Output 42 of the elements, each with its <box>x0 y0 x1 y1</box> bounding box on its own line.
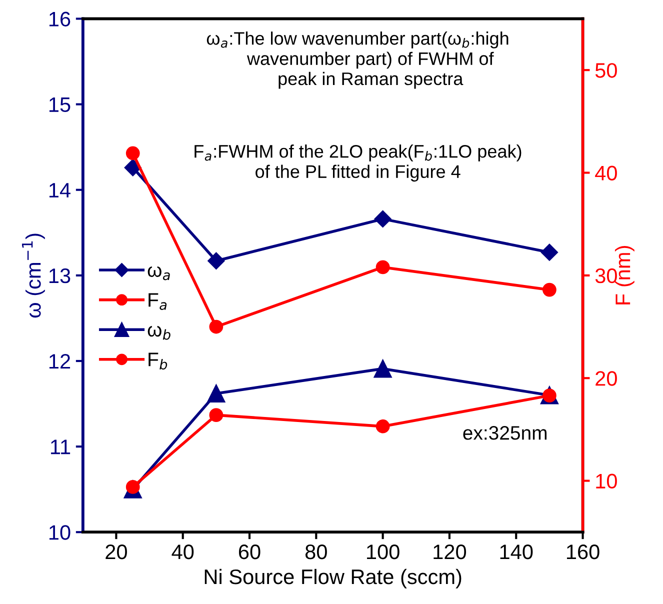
y-tick-label: 13 <box>49 268 70 284</box>
x-tick-label: 160 <box>566 544 600 560</box>
annotation: ω$_{a}$:The low wavenumber part(ω$_{b}$:high wavenumber part) of FWHM of peak in Raman spectra <box>206 32 508 89</box>
x-tick-label: 100 <box>367 544 400 560</box>
y-tick-label: 14 <box>49 183 70 198</box>
legend-label: ω$_{a}$ <box>148 266 170 280</box>
x-tick-label: 20 <box>106 544 127 560</box>
annotation: F$_{a}$:FWHM of the 2LO peak(F$_{b}$:1LO peak) of the PL fitted in Figure 4 <box>194 144 522 182</box>
y-tick-label: 12 <box>49 354 70 369</box>
point <box>542 282 556 297</box>
y2-axis-title: F (nm) <box>614 246 634 304</box>
legend-label: ω$_{b}$ <box>148 326 170 340</box>
x-tick-label: 140 <box>500 544 533 560</box>
y-tick-label: 11 <box>51 440 70 454</box>
point <box>209 320 224 334</box>
point <box>374 360 392 378</box>
legend-label: F$_{a}$ <box>148 293 167 310</box>
point <box>209 408 224 422</box>
point <box>374 210 392 228</box>
annotation: ex:325nm <box>463 426 547 440</box>
point <box>207 384 226 403</box>
x-axis-title: Ni Source Flow Rate (sccm) <box>204 568 462 588</box>
point <box>376 260 390 274</box>
y2-tick-label: 40 <box>595 166 617 180</box>
y2-tick-label: 50 <box>595 63 617 78</box>
point <box>126 146 140 160</box>
point <box>124 159 142 176</box>
point <box>208 252 225 270</box>
y-tick-label: 16 <box>49 12 70 26</box>
y2-tick-label: 10 <box>596 474 617 489</box>
x-tick-label: 40 <box>172 544 194 560</box>
y2-tick-label: 30 <box>595 268 617 284</box>
y2-tick-label: 20 <box>596 371 617 386</box>
y-tick-label: 10 <box>49 525 70 540</box>
point <box>376 419 390 434</box>
y-axis-title: ω (cm$^{−1}$) <box>22 234 45 318</box>
x-tick-label: 80 <box>305 544 327 560</box>
point <box>540 244 558 261</box>
x-tick-label: 60 <box>238 544 260 560</box>
y-tick-label: 15 <box>49 98 70 112</box>
legend-label: F$_{b}$ <box>148 352 168 370</box>
x-tick-label: 120 <box>434 544 466 560</box>
